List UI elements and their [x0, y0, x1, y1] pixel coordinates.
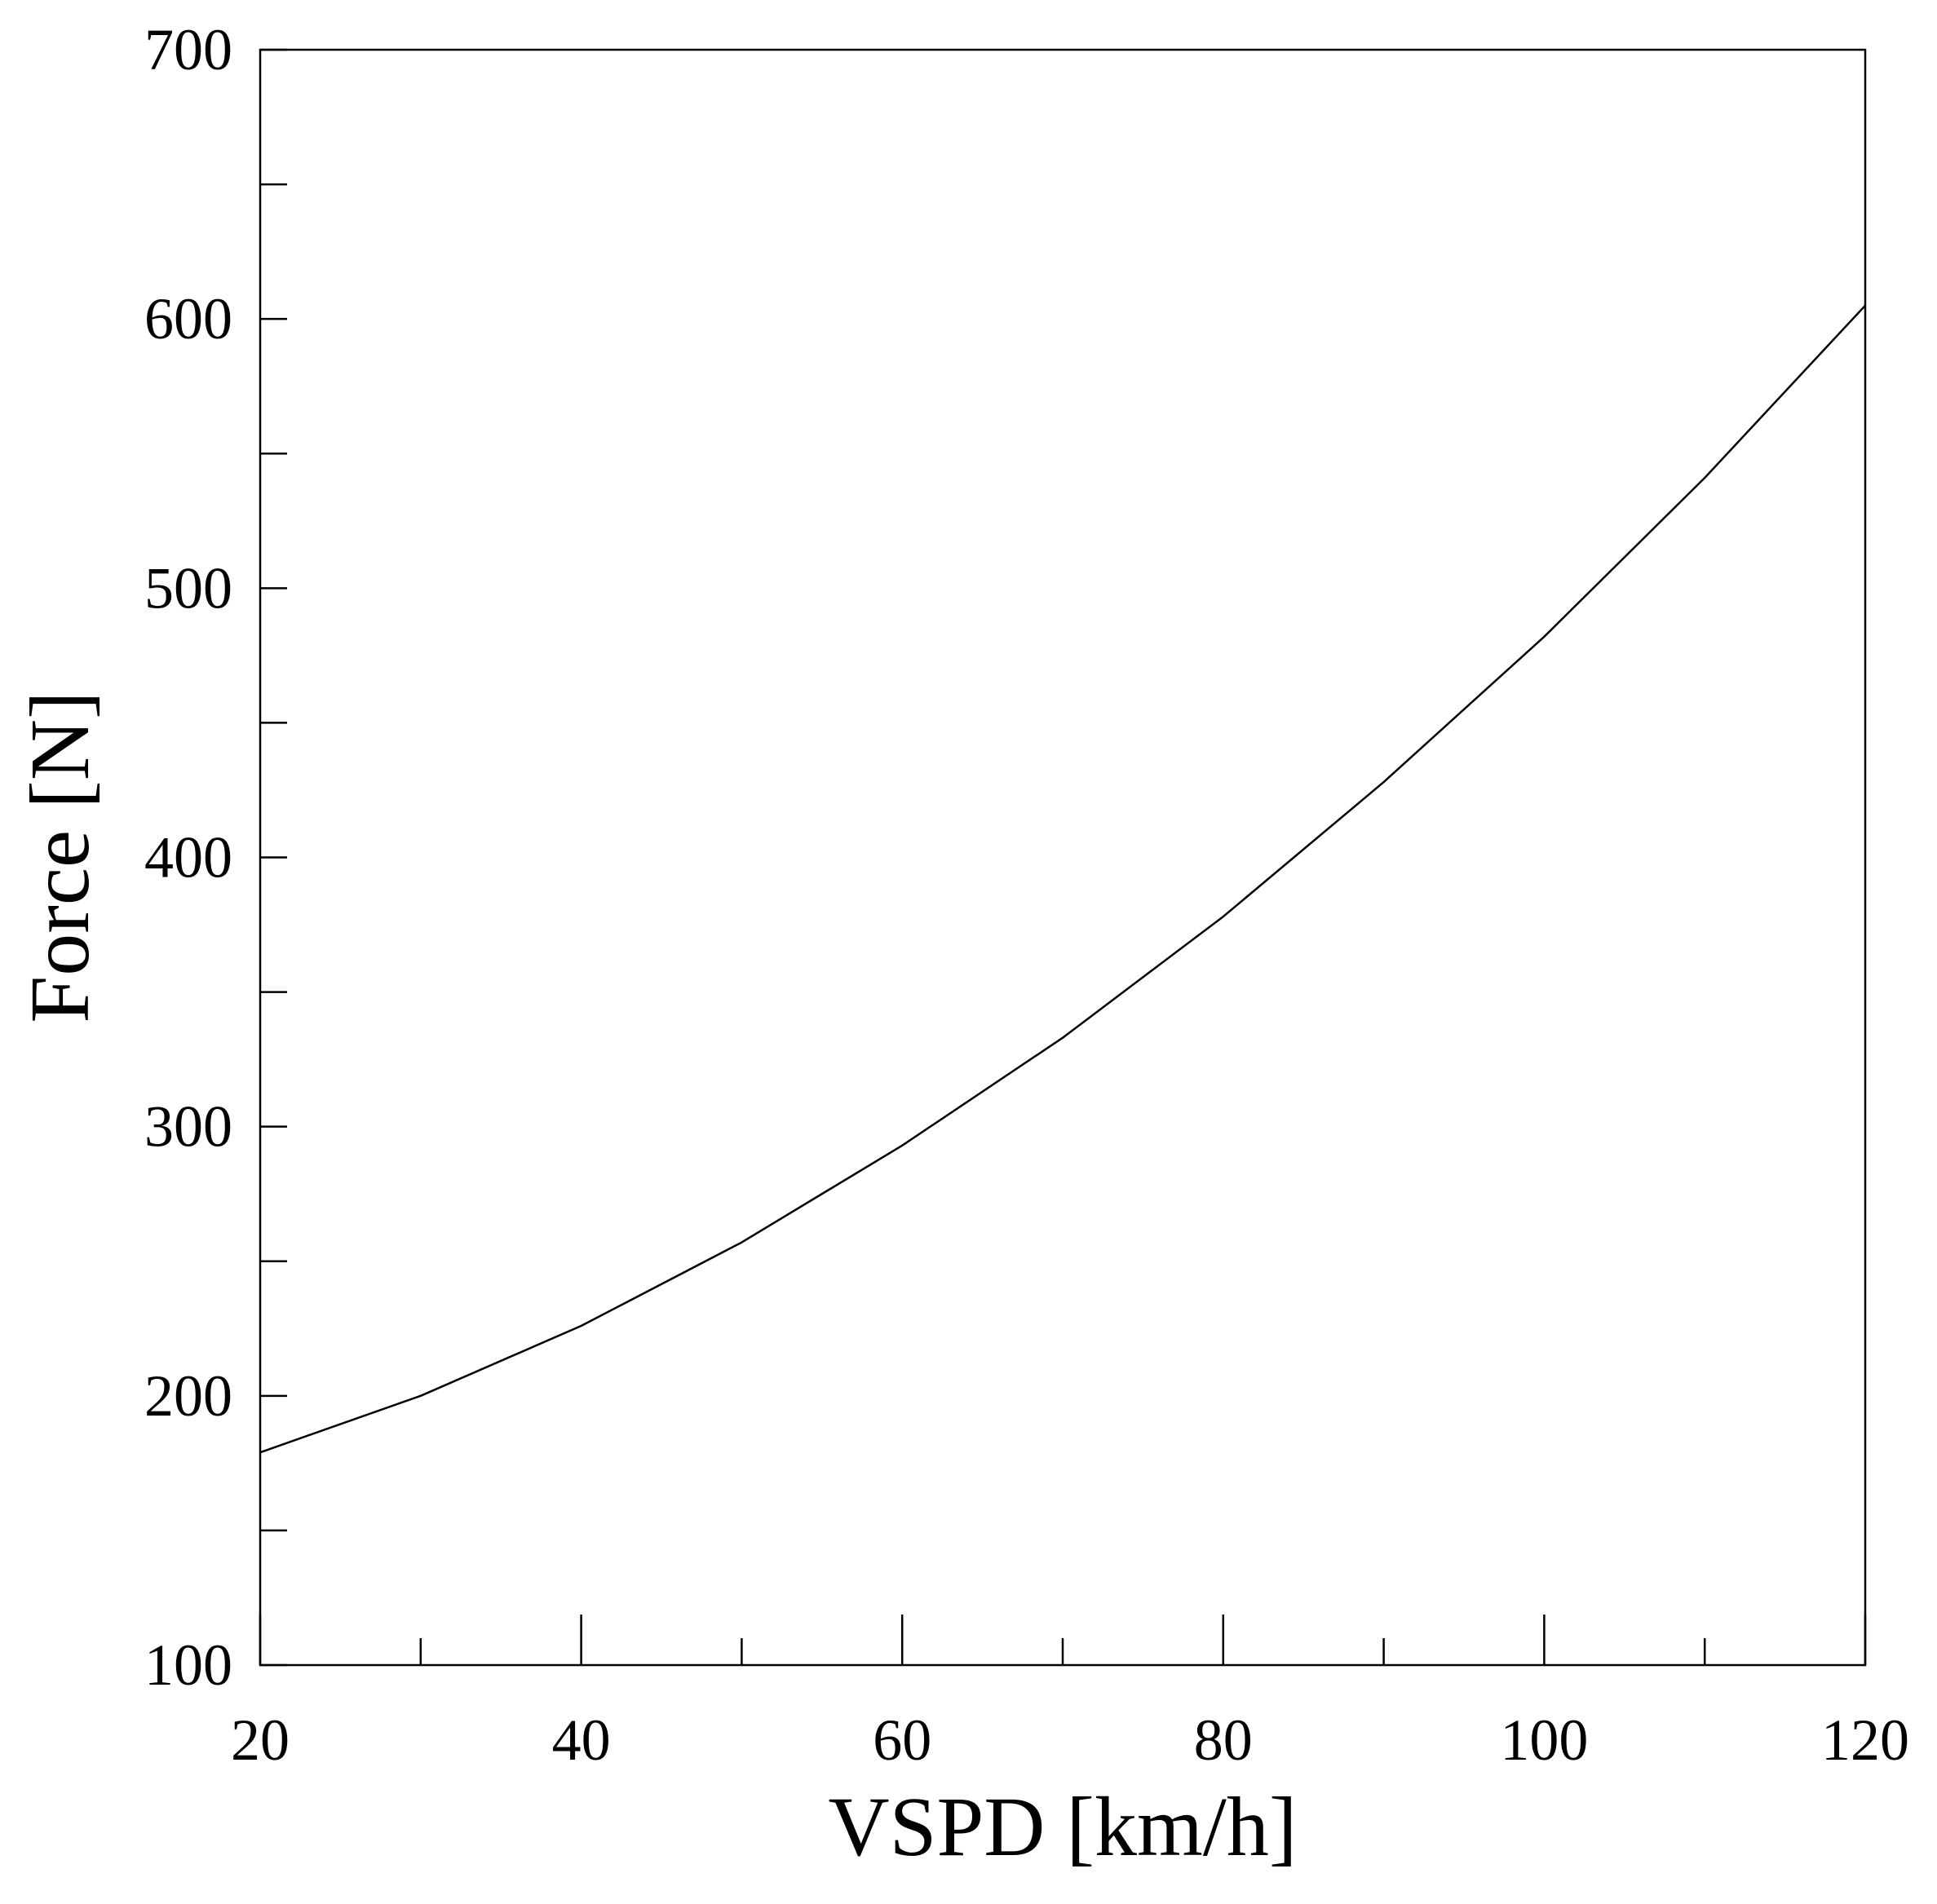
y-tick-label: 400	[144, 825, 232, 890]
data-series-line	[259, 304, 1866, 1454]
x-tick-label: 80	[1194, 1707, 1253, 1773]
x-tick-label: 100	[1500, 1707, 1588, 1773]
x-axis-title: VSPD [km/h]	[829, 1780, 1298, 1874]
y-tick-label: 500	[144, 555, 232, 621]
x-tick-label: 60	[873, 1707, 931, 1773]
x-tick-label: 20	[231, 1707, 290, 1773]
x-tick-label: 40	[552, 1707, 611, 1773]
y-tick-label: 600	[144, 286, 232, 351]
plot-frame	[259, 48, 1867, 1667]
x-tick-label: 120	[1821, 1707, 1909, 1773]
y-tick-label: 100	[144, 1632, 232, 1698]
axis-ticks	[259, 48, 1867, 1667]
y-tick-label: 700	[144, 17, 232, 82]
axis-tick-labels: 20 40 60 80 100 120 100 200 300 400 500 600 700	[144, 17, 1909, 1773]
y-axis-title: Force [N]	[13, 691, 107, 1023]
y-tick-label: 200	[144, 1363, 232, 1429]
y-tick-label: 300	[144, 1094, 232, 1160]
